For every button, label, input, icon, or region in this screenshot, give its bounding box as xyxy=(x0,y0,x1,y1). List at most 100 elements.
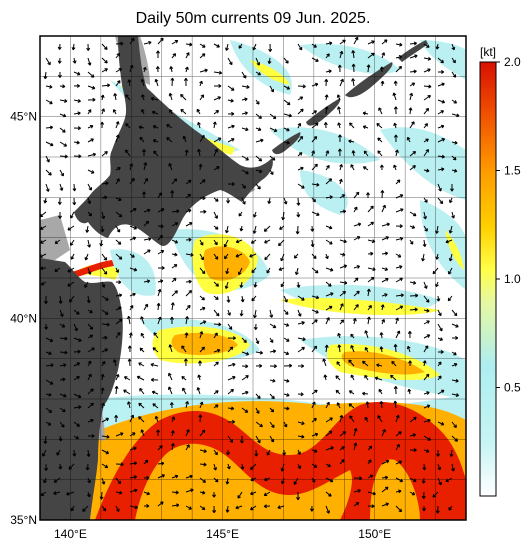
current-arrow xyxy=(59,99,68,103)
current-arrow xyxy=(339,459,345,465)
current-arrow xyxy=(140,78,145,87)
current-arrow xyxy=(168,372,173,381)
current-arrow xyxy=(325,292,334,297)
map-title: Daily 50m currents 09 Jun. 2025. xyxy=(135,10,371,27)
current-arrow xyxy=(283,295,288,303)
current-arrow xyxy=(381,222,390,227)
current-arrow xyxy=(366,316,371,325)
current-arrow xyxy=(152,347,159,353)
current-arrow xyxy=(115,211,123,218)
current-arrow xyxy=(115,280,122,285)
current-arrow xyxy=(87,347,95,353)
current-arrow xyxy=(115,239,122,245)
current-arrow xyxy=(101,151,108,157)
current-arrow xyxy=(125,123,131,129)
current-arrow xyxy=(395,460,403,465)
current-arrow xyxy=(449,197,453,204)
current-arrow xyxy=(101,195,108,200)
current-arrow xyxy=(451,393,460,397)
current-arrow xyxy=(353,290,360,297)
current-arrow xyxy=(224,281,229,289)
current-arrow xyxy=(406,136,411,143)
current-arrow xyxy=(143,303,149,311)
current-arrow xyxy=(254,449,259,457)
current-arrow xyxy=(100,121,105,129)
current-arrow xyxy=(253,309,257,319)
current-arrow xyxy=(56,449,61,456)
current-arrow xyxy=(185,429,190,437)
current-arrow xyxy=(240,295,245,303)
current-arrow xyxy=(199,346,205,353)
current-arrow xyxy=(422,505,427,512)
current-arrow xyxy=(53,491,61,495)
current-arrow xyxy=(100,387,105,395)
current-arrow xyxy=(171,490,179,495)
current-arrow xyxy=(45,57,51,66)
current-arrow xyxy=(166,137,173,143)
current-arrow xyxy=(143,177,148,185)
current-arrow xyxy=(255,421,263,428)
current-arrow xyxy=(364,347,369,353)
current-arrow xyxy=(115,490,123,495)
current-arrow xyxy=(115,373,120,381)
current-arrow xyxy=(408,107,413,115)
current-arrow xyxy=(322,358,327,367)
current-arrow xyxy=(213,70,223,75)
current-arrow xyxy=(212,491,217,498)
current-arrow xyxy=(196,387,201,395)
current-arrow xyxy=(101,417,110,423)
current-arrow xyxy=(170,443,175,451)
current-arrow xyxy=(197,374,202,381)
current-arrow xyxy=(157,474,166,479)
current-arrow xyxy=(437,375,442,381)
current-arrow xyxy=(87,334,94,339)
current-arrow xyxy=(182,135,187,143)
current-arrow xyxy=(451,351,457,356)
current-arrow xyxy=(409,477,417,482)
current-arrow xyxy=(437,309,442,317)
current-arrow xyxy=(451,363,458,367)
current-arrow xyxy=(129,236,137,241)
current-arrow xyxy=(366,288,371,297)
current-arrow xyxy=(59,350,68,355)
current-arrow xyxy=(377,415,383,423)
current-arrow xyxy=(266,267,271,274)
current-arrow xyxy=(153,332,159,339)
current-arrow xyxy=(73,337,82,342)
current-arrow xyxy=(252,225,257,234)
current-arrow xyxy=(250,505,257,511)
current-arrow xyxy=(171,290,178,297)
current-arrow xyxy=(155,66,160,73)
current-arrow xyxy=(113,93,118,101)
current-arrow xyxy=(339,303,344,311)
current-arrow xyxy=(181,376,187,381)
current-arrow xyxy=(241,127,249,132)
current-arrow xyxy=(393,106,398,115)
current-arrow xyxy=(363,150,369,157)
current-arrow xyxy=(367,267,376,272)
current-arrow xyxy=(381,251,389,256)
current-arrow xyxy=(391,360,397,367)
current-arrow xyxy=(409,280,417,285)
current-arrow xyxy=(269,309,274,318)
current-arrow xyxy=(297,183,305,189)
current-arrow xyxy=(45,84,53,89)
current-arrow xyxy=(170,77,175,87)
current-arrow xyxy=(101,267,108,275)
current-arrow xyxy=(283,351,290,356)
current-arrow xyxy=(423,418,431,423)
current-arrow xyxy=(379,332,384,339)
current-arrow xyxy=(283,378,290,383)
current-arrow xyxy=(101,505,107,512)
kuril-island-2 xyxy=(306,98,341,126)
current-arrow xyxy=(226,463,231,470)
colorbar xyxy=(479,61,497,497)
current-arrow xyxy=(115,225,121,233)
current-arrow xyxy=(241,111,248,116)
current-arrow xyxy=(139,136,145,143)
current-arrow xyxy=(157,208,165,213)
current-arrow xyxy=(423,138,429,143)
current-vectors xyxy=(40,36,460,514)
current-arrow xyxy=(339,319,345,325)
current-arrow xyxy=(238,267,243,276)
